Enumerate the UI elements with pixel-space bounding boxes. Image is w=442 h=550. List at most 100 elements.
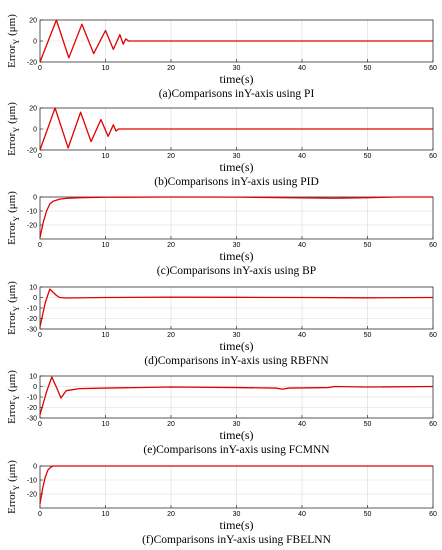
y-tick-label: 20: [29, 106, 37, 113]
y-tick-label: -20: [27, 148, 37, 155]
y-axis-label-subscript: Y: [12, 39, 21, 45]
x-tick-label: 10: [102, 242, 110, 249]
y-axis-label: ErrorY (μm): [6, 191, 21, 245]
y-tick-label: 0: [33, 127, 37, 134]
x-tick-label: 0: [38, 242, 42, 249]
y-axis-label: ErrorY (μm): [6, 281, 21, 335]
x-tick-label: 10: [102, 332, 110, 339]
subplot-1: 0 10 20 30 40 50 60-20020ErrorY(μm)time(s)(a)C…: [6, 14, 437, 100]
x-tick-label: 30: [233, 511, 241, 518]
x-tick-label: 40: [298, 242, 306, 249]
y-tick-label: -10: [27, 209, 37, 216]
y-axis-label: ErrorY (μm): [6, 370, 21, 424]
y-axis-label-subscript: Y: [12, 216, 21, 222]
y-tick-label: -10: [27, 478, 37, 485]
x-axis-label: time(s): [220, 428, 254, 442]
y-axis-label-main: Error: [6, 221, 18, 245]
y-tick-label: -10: [27, 306, 37, 313]
x-tick-label: 50: [364, 242, 372, 249]
y-axis-label-main: Error: [6, 490, 18, 514]
y-axis-label-unit: (μm): [6, 460, 18, 482]
x-tick-label: 30: [233, 153, 241, 160]
subplot-3: 0 10 20 30 40 50 60 -20 -10 0 ErrorY (μm) time(s) (c)…: [6, 191, 437, 277]
x-tick-label: 20: [167, 153, 175, 160]
subplot-caption: (d)Comparisons inY-axis using RBFNN: [144, 355, 329, 367]
y-axis-label-subscript: Y: [12, 395, 21, 401]
y-axis-label-unit: (μm): [6, 102, 18, 124]
series-line: [39, 465, 433, 504]
series-line: [39, 19, 433, 63]
x-tick-label: 30: [233, 65, 241, 72]
y-tick-label: -20: [27, 223, 37, 230]
y-axis-label-unit: (μm): [6, 281, 18, 303]
x-tick-label: 20: [167, 332, 175, 339]
x-tick-label: 50: [364, 511, 372, 518]
subplot-caption: (e)Comparisons inY-axis using FCMNN: [143, 444, 330, 456]
y-tick-label: 10: [29, 285, 37, 292]
x-axis-label: time(s): [220, 72, 254, 86]
subplot-2: 0 10 20 30 40 50 60-20020ErrorY(μm)time(s)(b)C…: [6, 102, 437, 188]
y-tick-label: -20: [27, 60, 37, 67]
y-axis-label-subscript: Y: [12, 306, 21, 312]
y-tick-label: -20: [27, 405, 37, 412]
y-axis-label-main: Error: [6, 400, 18, 424]
y-tick-label: 0: [33, 195, 37, 202]
subplot-caption: (c)Comparisons inY-axis using BP: [157, 265, 316, 277]
series-line: [39, 196, 433, 238]
x-tick-label: 40: [298, 153, 306, 160]
x-tick-label: 60: [429, 421, 437, 428]
x-axis-label: time(s): [220, 339, 254, 353]
y-axis-label-main: Error: [6, 44, 18, 68]
y-axis-label: ErrorY (μm): [6, 14, 21, 68]
x-tick-label: 0: [38, 153, 42, 160]
subplot-5: 0 10 20 30 40 50 60 -30 -20 -10 0 10 ErrorY (μm) time(…: [6, 370, 437, 456]
y-tick-label: 0: [33, 295, 37, 302]
x-tick-label: 60: [429, 65, 437, 72]
x-tick-label: 40: [298, 332, 306, 339]
x-tick-label: 50: [364, 421, 372, 428]
x-tick-label: 60: [429, 242, 437, 249]
y-tick-label: 20: [29, 18, 37, 25]
series-line: [39, 376, 434, 416]
subplot-6: 0 10 20 30 40 50 60 -20 -10 0 ErrorY (μm) time(s) (f)…: [6, 460, 437, 546]
subplot-caption: (f)Comparisons inY-axis using FBELNN: [142, 534, 331, 546]
x-tick-label: 30: [233, 332, 241, 339]
x-tick-label: 20: [167, 242, 175, 249]
y-axis-label-unit: (μm): [6, 14, 18, 36]
x-tick-label: 0: [38, 65, 42, 72]
x-tick-label: 40: [298, 421, 306, 428]
y-tick-label: -30: [27, 416, 37, 423]
x-tick-label: 0: [38, 511, 42, 518]
x-axis-label: time(s): [220, 518, 254, 532]
y-axis-label-main: Error: [6, 311, 18, 335]
x-tick-label: 10: [102, 65, 110, 72]
y-axis-label-main: Error: [6, 132, 18, 156]
subplot-caption: (b)Comparisons inY-axis using PID: [154, 176, 319, 188]
x-tick-label: 50: [364, 65, 372, 72]
x-tick-label: 10: [102, 511, 110, 518]
x-tick-label: 40: [298, 65, 306, 72]
series-line: [39, 288, 434, 328]
x-tick-label: 0: [38, 421, 42, 428]
x-tick-label: 20: [167, 511, 175, 518]
x-axis-label: time(s): [220, 160, 254, 174]
y-tick-label: -20: [27, 492, 37, 499]
x-tick-label: 30: [233, 421, 241, 428]
y-tick-label: -10: [27, 395, 37, 402]
x-tick-label: 60: [429, 332, 437, 339]
x-axis-label: time(s): [220, 249, 254, 263]
x-tick-label: 20: [167, 65, 175, 72]
y-axis-label: ErrorY (μm): [6, 460, 21, 514]
y-tick-label: -20: [27, 316, 37, 323]
subplot-4: 0 10 20 30 40 50 60 -30 -20 -10 0 10 ErrorY (μm) time(…: [6, 281, 437, 367]
y-axis-label-subscript: Y: [12, 127, 21, 133]
y-axis-label: ErrorY (μm): [6, 102, 21, 156]
y-axis-label-unit: (μm): [6, 191, 18, 213]
x-tick-label: 20: [167, 421, 175, 428]
x-tick-label: 50: [364, 332, 372, 339]
x-tick-label: 10: [102, 421, 110, 428]
x-tick-label: 60: [429, 511, 437, 518]
y-tick-label: -30: [27, 327, 37, 334]
x-tick-label: 30: [233, 242, 241, 249]
